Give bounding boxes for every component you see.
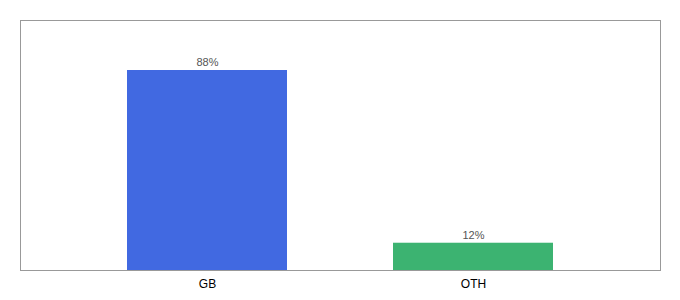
svg-text:88%: 88%	[196, 56, 218, 68]
svg-text:GB: GB	[199, 277, 216, 291]
svg-text:12%: 12%	[462, 229, 484, 241]
svg-text:OTH: OTH	[461, 277, 486, 291]
